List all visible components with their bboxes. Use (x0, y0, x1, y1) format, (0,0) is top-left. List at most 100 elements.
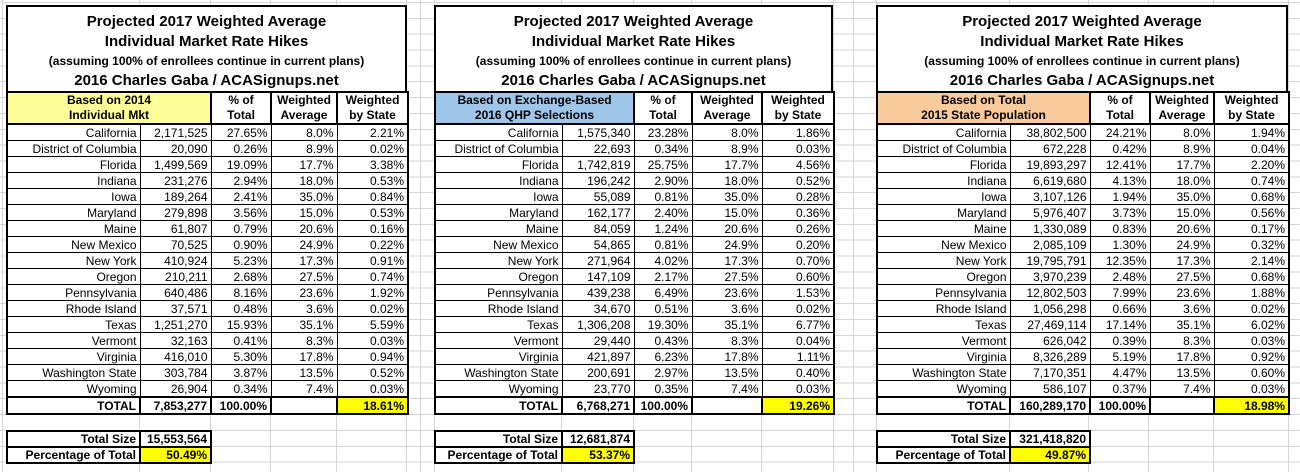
cell-state[interactable]: Pennsylvania (6, 284, 141, 301)
cell-wbys[interactable]: 2.21% (336, 123, 409, 141)
cell-wavg[interactable]: 17.7% (1149, 156, 1215, 173)
cell-state[interactable]: Iowa (876, 188, 1011, 205)
cell-wavg[interactable]: 8.3% (1149, 332, 1215, 349)
cell-wbys[interactable]: 1.53% (761, 284, 835, 301)
cell-wavg[interactable]: 35.1% (691, 316, 763, 333)
cell-pct[interactable]: 2.40% (633, 204, 693, 221)
cell-wavg[interactable]: 17.8% (270, 348, 338, 365)
cell-wavg[interactable]: 35.1% (270, 316, 338, 333)
cell-value[interactable]: 200,691 (561, 364, 635, 381)
cell-pct[interactable]: 1.30% (1089, 236, 1151, 253)
pct-of-total-header[interactable]: % of Total (633, 91, 693, 125)
cell-wbys[interactable]: 0.52% (336, 364, 409, 381)
cell-state[interactable]: Oregon (876, 268, 1011, 285)
cell-value[interactable]: 421,897 (561, 348, 635, 365)
percentage-of-total-label[interactable]: Percentage of Total (434, 446, 563, 464)
cell-value[interactable]: 27,469,114 (1009, 316, 1091, 333)
cell-wavg[interactable]: 7.4% (270, 380, 338, 398)
cell-wavg[interactable]: 17.3% (270, 252, 338, 269)
cell-wavg[interactable]: 24.9% (691, 236, 763, 253)
cell-state[interactable]: Virginia (6, 348, 141, 365)
cell-value[interactable]: 2,171,525 (139, 123, 212, 141)
cell-state[interactable]: Maryland (434, 204, 563, 221)
weighted-average-header[interactable]: Weighted Average (1149, 91, 1216, 125)
cell-state[interactable]: Vermont (6, 332, 141, 349)
cell-wbys[interactable]: 0.03% (336, 332, 409, 349)
total-pct-cell[interactable]: 100.00% (210, 396, 273, 415)
cell-value[interactable]: 672,228 (1009, 140, 1091, 157)
cell-value[interactable]: 23,770 (561, 380, 635, 398)
cell-pct[interactable]: 0.34% (633, 140, 693, 157)
cell-state[interactable]: Indiana (434, 172, 563, 189)
pct-of-total-header[interactable]: % of Total (210, 91, 273, 125)
cell-pct[interactable]: 4.13% (1089, 172, 1151, 189)
weighted-average-header[interactable]: Weighted Average (270, 91, 339, 125)
cell-wbys[interactable]: 0.02% (336, 300, 409, 317)
cell-state[interactable]: Indiana (876, 172, 1011, 189)
cell-value[interactable]: 70,525 (139, 236, 212, 253)
cell-wavg[interactable]: 8.0% (1149, 123, 1215, 141)
cell-pct[interactable]: 15.93% (210, 316, 272, 333)
cell-pct[interactable]: 0.41% (210, 332, 272, 349)
cell-value[interactable]: 439,238 (561, 284, 635, 301)
cell-value[interactable]: 640,486 (139, 284, 212, 301)
cell-wavg[interactable]: 7.4% (691, 380, 763, 398)
cell-value[interactable]: 5,976,407 (1009, 204, 1091, 221)
cell-wavg[interactable]: 17.8% (691, 348, 763, 365)
cell-pct[interactable]: 19.30% (633, 316, 693, 333)
cell-wavg[interactable]: 23.6% (270, 284, 338, 301)
total-value-cell[interactable]: 7,853,277 (138, 396, 213, 415)
cell-pct[interactable]: 0.79% (210, 220, 272, 237)
cell-state[interactable]: Indiana (6, 172, 141, 189)
cell-wbys[interactable]: 6.77% (761, 316, 835, 333)
cell-state[interactable]: Texas (6, 316, 141, 333)
cell-wbys[interactable]: 1.94% (1213, 123, 1290, 141)
cell-wavg[interactable]: 8.9% (1149, 140, 1215, 157)
cell-state[interactable]: District of Columbia (6, 140, 141, 157)
cell-state[interactable]: New Mexico (876, 236, 1011, 253)
cell-pct[interactable]: 0.35% (633, 380, 693, 398)
cell-state[interactable]: District of Columbia (434, 140, 563, 157)
table-title-cell[interactable]: Projected 2017 Weighted Average Individu… (876, 5, 1288, 93)
cell-state[interactable]: Virginia (434, 348, 563, 365)
cell-value[interactable]: 586,107 (1009, 380, 1091, 398)
cell-wbys[interactable]: 0.68% (1213, 188, 1290, 205)
total-size-label[interactable]: Total Size (434, 430, 563, 448)
cell-wavg[interactable]: 8.0% (691, 123, 763, 141)
cell-state[interactable]: Rhode Island (434, 300, 563, 317)
total-wavg-cell[interactable] (691, 396, 763, 415)
cell-wbys[interactable]: 0.17% (1213, 220, 1290, 237)
cell-wavg[interactable]: 8.0% (270, 123, 338, 141)
cell-wavg[interactable]: 27.5% (1149, 268, 1215, 285)
cell-value[interactable]: 279,898 (139, 204, 212, 221)
cell-value[interactable]: 55,089 (561, 188, 635, 205)
cell-wavg[interactable]: 13.5% (270, 364, 338, 381)
cell-value[interactable]: 416,010 (139, 348, 212, 365)
cell-value[interactable]: 231,276 (139, 172, 212, 189)
cell-pct[interactable]: 2.48% (1089, 268, 1151, 285)
total-label-cell[interactable]: TOTAL (434, 396, 563, 415)
cell-wavg[interactable]: 23.6% (1149, 284, 1215, 301)
cell-pct[interactable]: 0.81% (633, 188, 693, 205)
cell-wbys[interactable]: 0.53% (336, 204, 409, 221)
cell-value[interactable]: 54,865 (561, 236, 635, 253)
cell-value[interactable]: 3,107,126 (1009, 188, 1091, 205)
weighted-by-state-header[interactable]: Weighted by State (1213, 91, 1291, 125)
cell-wbys[interactable]: 0.16% (336, 220, 409, 237)
total-wavg-cell[interactable] (270, 396, 339, 415)
total-size-value[interactable]: 321,418,820 (1009, 430, 1091, 448)
cell-pct[interactable]: 3.87% (210, 364, 272, 381)
cell-wavg[interactable]: 24.9% (270, 236, 338, 253)
cell-pct[interactable]: 5.19% (1089, 348, 1151, 365)
cell-wbys[interactable]: 0.68% (1213, 268, 1290, 285)
cell-value[interactable]: 19,893,297 (1009, 156, 1091, 173)
cell-pct[interactable]: 2.94% (210, 172, 272, 189)
cell-pct[interactable]: 0.42% (1089, 140, 1151, 157)
cell-wavg[interactable]: 3.6% (270, 300, 338, 317)
cell-wbys[interactable]: 3.38% (336, 156, 409, 173)
cell-state[interactable]: Maryland (876, 204, 1011, 221)
cell-wavg[interactable]: 35.0% (691, 188, 763, 205)
cell-value[interactable]: 8,326,289 (1009, 348, 1091, 365)
cell-state[interactable]: Wyoming (876, 380, 1011, 398)
cell-state[interactable]: Washington State (6, 364, 141, 381)
